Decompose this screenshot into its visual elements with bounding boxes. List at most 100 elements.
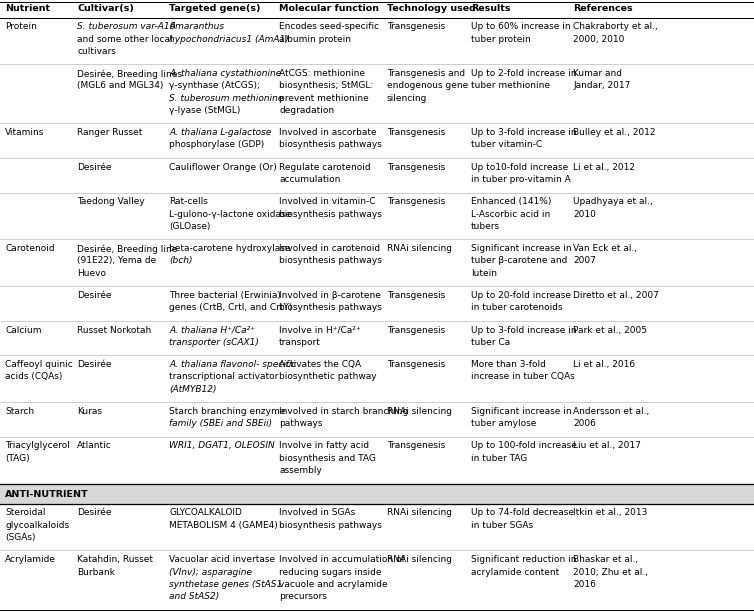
Text: References: References [573,4,633,13]
Text: Starch branching enzyme: Starch branching enzyme [169,407,285,416]
Text: Involved in accumulation of: Involved in accumulation of [279,555,405,564]
Text: Desirée: Desirée [77,508,112,517]
Text: Burbank: Burbank [77,568,115,576]
Text: Starch: Starch [5,407,34,416]
Text: Jandar, 2017: Jandar, 2017 [573,82,630,90]
Text: 2016: 2016 [573,580,596,588]
Text: tubers: tubers [471,222,500,231]
Text: biosynthesis; StMGL:: biosynthesis; StMGL: [279,82,373,90]
Text: Transgenesis: Transgenesis [387,22,446,31]
Text: albumin protein: albumin protein [279,34,351,44]
Text: Cauliflower Orange (Or): Cauliflower Orange (Or) [169,163,277,172]
Text: (91E22), Yema de: (91E22), Yema de [77,256,156,265]
Text: RNAi silencing: RNAi silencing [387,508,452,517]
Text: Involved in β-carotene: Involved in β-carotene [279,291,381,300]
Text: Involved in carotenoid: Involved in carotenoid [279,244,380,253]
Text: biosynthesis pathways: biosynthesis pathways [279,303,382,312]
Text: silencing: silencing [387,94,428,102]
Text: Significant increase in: Significant increase in [471,407,572,416]
Text: (GLOase): (GLOase) [169,222,210,231]
Text: genes (CrtB, CrtI, and CrtY): genes (CrtB, CrtI, and CrtY) [169,303,293,312]
Text: Vitamins: Vitamins [5,128,44,137]
Text: Involved in starch branching: Involved in starch branching [279,407,408,416]
Text: A. thaliana L-galactose: A. thaliana L-galactose [169,128,271,137]
Text: Russet Norkotah: Russet Norkotah [77,326,152,335]
Text: increase in tuber CQAs: increase in tuber CQAs [471,372,575,381]
Text: Diretto et al., 2007: Diretto et al., 2007 [573,291,659,300]
Text: Ranger Russet: Ranger Russet [77,128,143,137]
Text: reducing sugars inside: reducing sugars inside [279,568,382,576]
Text: S. tuberosum var-A16: S. tuberosum var-A16 [77,22,176,31]
Text: Transgenesis: Transgenesis [387,441,446,451]
Text: METABOLISM 4 (GAME4): METABOLISM 4 (GAME4) [169,520,277,530]
Text: Regulate carotenoid: Regulate carotenoid [279,163,371,172]
Text: RNAi silencing: RNAi silencing [387,407,452,416]
Text: (AtMYB12): (AtMYB12) [169,384,216,394]
Text: in tuber SGAs: in tuber SGAs [471,520,533,530]
Text: A. thaliana cystathionine: A. thaliana cystathionine [169,69,281,78]
Text: Andersson et al.,: Andersson et al., [573,407,649,416]
Text: Cultivar(s): Cultivar(s) [77,4,134,13]
Text: Up to 60% increase in: Up to 60% increase in [471,22,571,31]
Text: hypochondriacus1 (AmA1): hypochondriacus1 (AmA1) [169,34,289,44]
Text: Atlantic: Atlantic [77,441,112,451]
Text: tuber protein: tuber protein [471,34,531,44]
Text: Protein: Protein [5,22,37,31]
Text: Kumar and: Kumar and [573,69,622,78]
Text: Caffeoyl quinic: Caffeoyl quinic [5,360,72,369]
Text: acrylamide content: acrylamide content [471,568,559,576]
Text: phosphorylase (GDP): phosphorylase (GDP) [169,140,264,150]
Text: Van Eck et al.,: Van Eck et al., [573,244,637,253]
Text: Transgenesis: Transgenesis [387,163,446,172]
Text: Enhanced (141%): Enhanced (141%) [471,197,551,207]
Text: beta-carotene hydroxylase: beta-carotene hydroxylase [169,244,290,253]
Text: γ-lyase (StMGL): γ-lyase (StMGL) [169,106,241,115]
Text: Itkin et al., 2013: Itkin et al., 2013 [573,508,648,517]
Text: biosynthesis pathways: biosynthesis pathways [279,256,382,265]
Text: Activates the CQA: Activates the CQA [279,360,361,369]
Text: 2007: 2007 [573,256,596,265]
Text: Transgenesis: Transgenesis [387,128,446,137]
Text: family (SBEi and SBEii): family (SBEi and SBEii) [169,419,272,428]
Text: Transgenesis and: Transgenesis and [387,69,465,78]
Text: Park et al., 2005: Park et al., 2005 [573,326,647,335]
Text: Li et al., 2016: Li et al., 2016 [573,360,635,369]
Text: γ-synthase (AtCGS);: γ-synthase (AtCGS); [169,82,260,90]
Text: in tuber pro-vitamin A: in tuber pro-vitamin A [471,175,571,184]
Text: Desirée: Desirée [77,163,112,172]
Text: More than 3-fold: More than 3-fold [471,360,546,369]
Text: WRI1, DGAT1, OLEOSIN: WRI1, DGAT1, OLEOSIN [169,441,274,451]
Text: endogenous gene: endogenous gene [387,82,468,90]
Text: biosynthesis pathways: biosynthesis pathways [279,140,382,150]
Text: Up to 3-fold increase in: Up to 3-fold increase in [471,326,577,335]
Text: biosynthesis and TAG: biosynthesis and TAG [279,454,376,463]
Text: Transgenesis: Transgenesis [387,291,446,300]
Text: Transgenesis: Transgenesis [387,360,446,369]
Text: glycoalkaloids: glycoalkaloids [5,520,69,530]
Text: Involve in fatty acid: Involve in fatty acid [279,441,369,451]
Text: Desirée, Breeding lines: Desirée, Breeding lines [77,69,182,78]
Text: tuber β-carotene and: tuber β-carotene and [471,256,567,265]
Text: Results: Results [471,4,510,13]
Text: 2010: 2010 [573,210,596,219]
Text: and StAS2): and StAS2) [169,592,219,601]
Text: GLYCOALKALOID: GLYCOALKALOID [169,508,242,517]
Text: in tuber carotenoids: in tuber carotenoids [471,303,562,312]
Text: Involve in H⁺/Ca²⁺: Involve in H⁺/Ca²⁺ [279,326,360,335]
Text: biosynthesis pathways: biosynthesis pathways [279,520,382,530]
Text: transcriptional activator: transcriptional activator [169,372,278,381]
Text: Significant reduction in: Significant reduction in [471,555,577,564]
Text: lutein: lutein [471,268,497,278]
Text: Involved in ascorbate: Involved in ascorbate [279,128,377,137]
Text: Upadhyaya et al.,: Upadhyaya et al., [573,197,653,207]
Text: Desirée: Desirée [77,360,112,369]
Text: Kuras: Kuras [77,407,102,416]
Text: Vacuolar acid invertase: Vacuolar acid invertase [169,555,275,564]
Text: biosynthetic pathway: biosynthetic pathway [279,372,377,381]
Text: Up to 3-fold increase in: Up to 3-fold increase in [471,128,577,137]
Text: (MGL6 and MGL34): (MGL6 and MGL34) [77,82,164,90]
Text: Targeted gene(s): Targeted gene(s) [169,4,260,13]
Text: Technology used: Technology used [387,4,476,13]
Text: Calcium: Calcium [5,326,41,335]
Text: Rat-cells: Rat-cells [169,197,208,207]
